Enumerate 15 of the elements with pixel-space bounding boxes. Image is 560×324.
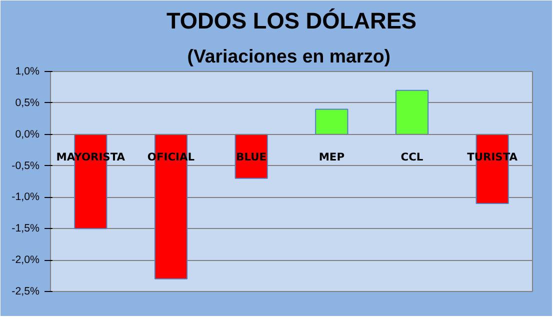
y-tick-label: -0,5%: [12, 160, 40, 172]
bar: [395, 90, 429, 135]
bar: [315, 108, 348, 135]
y-tick-label: -1,5%: [12, 222, 40, 235]
y-tick-label: 0,5%: [15, 96, 40, 109]
y-tick-label: 0,0%: [15, 128, 40, 140]
chart-subtitle: (Variaciones en marzo): [187, 46, 391, 66]
x-tick-label: MEP: [318, 150, 345, 164]
y-tick-label: -1,0%: [12, 191, 40, 204]
x-tick-label: CCL: [400, 150, 424, 164]
chart-title: TODOS LOS DÓLARES: [166, 8, 417, 34]
y-tick-label: -2,0%: [12, 254, 40, 266]
y-tick-label: 1,0%: [15, 66, 40, 78]
x-tick-label: BLUE: [236, 150, 267, 164]
y-tick-label: -2,5%: [12, 286, 40, 298]
